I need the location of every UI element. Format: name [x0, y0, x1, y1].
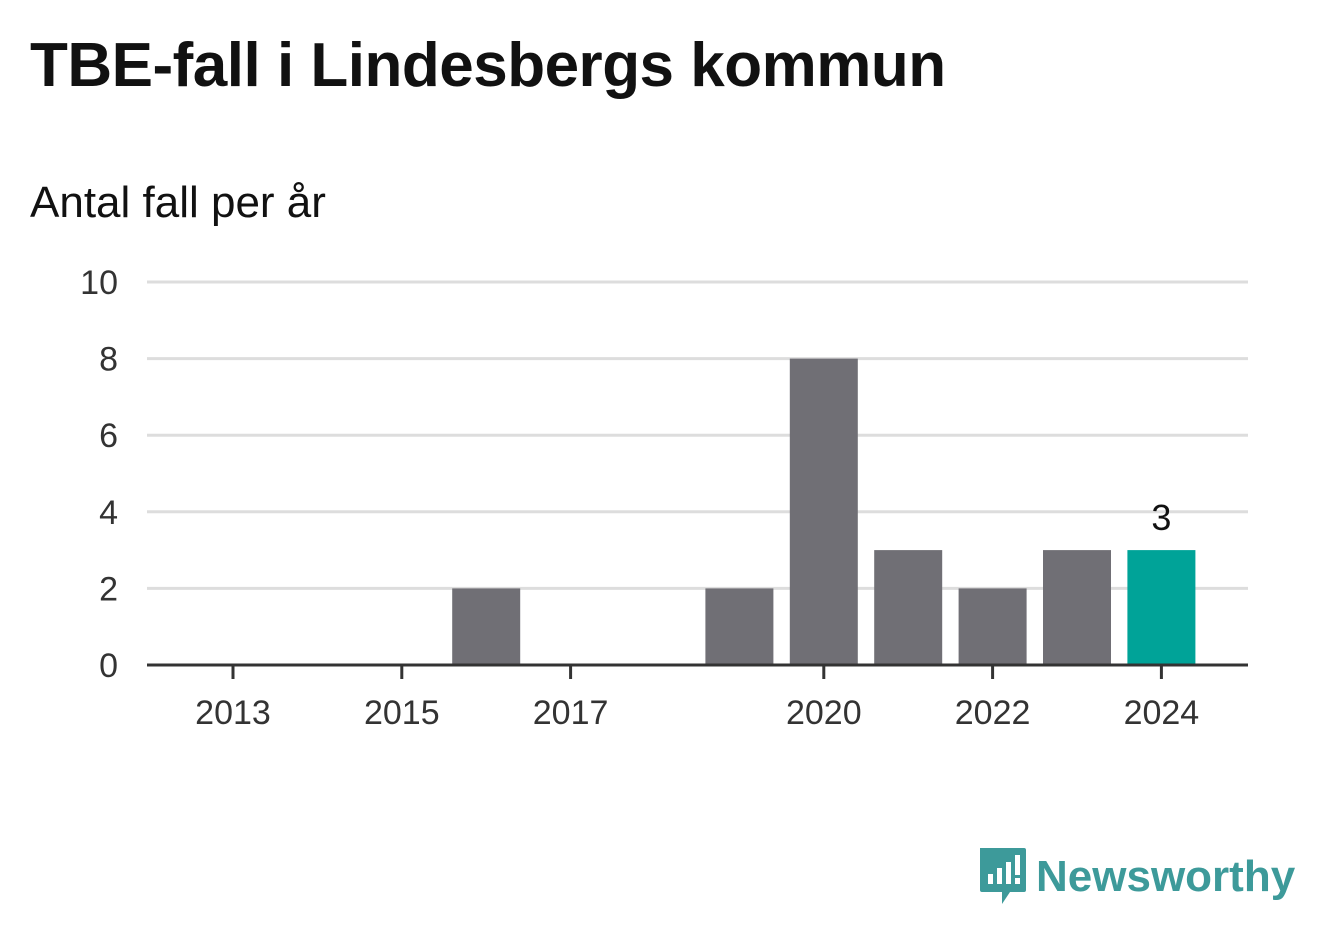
bar: [874, 550, 943, 665]
y-tick-label: 2: [99, 570, 118, 608]
brand-logo: Newsworthy: [978, 846, 1295, 908]
x-tick-label: 2022: [955, 694, 1031, 732]
brand-name: Newsworthy: [1036, 852, 1296, 901]
bar: [1127, 550, 1196, 665]
chart-subtitle: Antal fall per år: [30, 178, 326, 227]
y-tick-label: 0: [99, 647, 118, 685]
newsworthy-logo-icon: [980, 848, 1026, 904]
y-tick-label: 10: [80, 264, 118, 302]
bar: [958, 588, 1027, 665]
bar: [452, 588, 521, 665]
y-tick-label: 6: [99, 417, 118, 455]
x-tick-label: 2015: [364, 694, 440, 732]
y-tick-label: 8: [99, 341, 118, 379]
data-label: 3: [1151, 497, 1171, 538]
x-tick-label: 2024: [1124, 694, 1200, 732]
bar: [789, 358, 858, 665]
y-tick-label: 4: [99, 494, 118, 532]
x-tick-label: 2013: [195, 694, 271, 732]
bar: [1043, 550, 1111, 665]
x-tick-label: 2020: [786, 694, 862, 732]
x-tick-label: 2017: [533, 694, 609, 732]
chart-title: TBE-fall i Lindesbergs kommun: [30, 31, 946, 100]
bar: [705, 588, 774, 665]
